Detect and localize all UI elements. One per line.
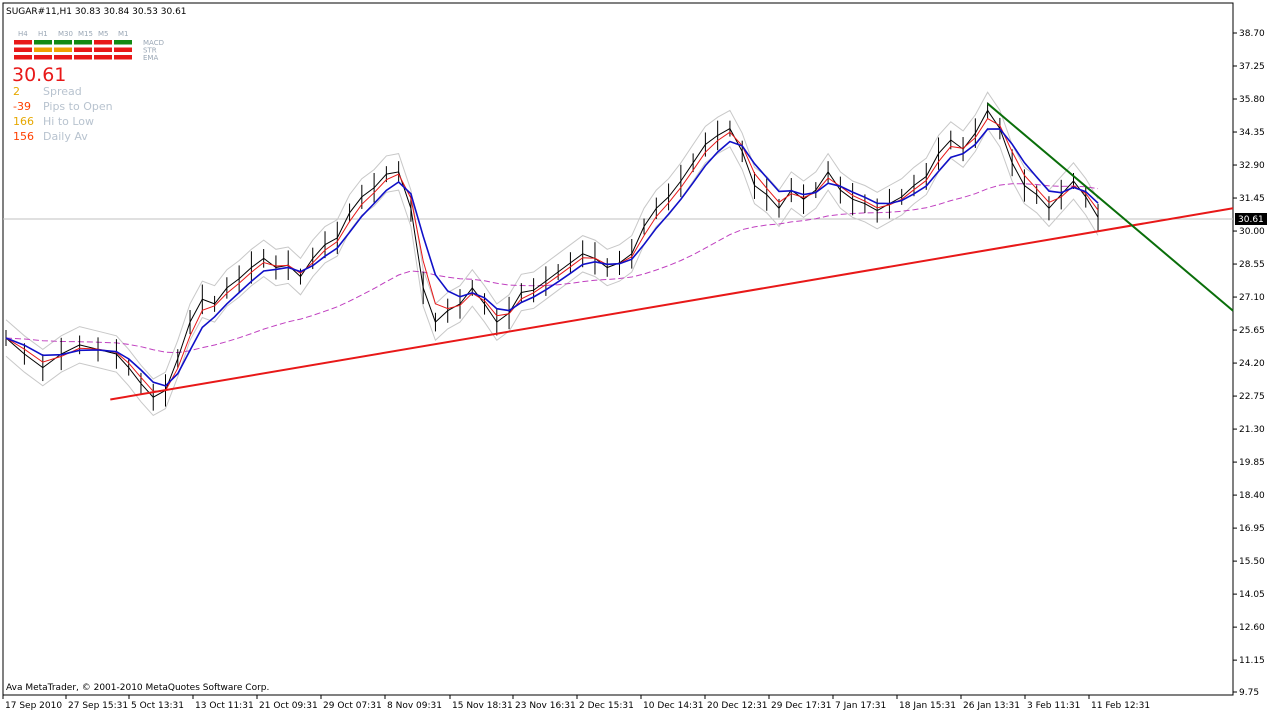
y-tick-label: 34.35: [1239, 128, 1265, 138]
stat-label: Spread: [43, 85, 82, 98]
ema-lines: [5, 117, 1099, 392]
timeframe-label: H1: [38, 30, 48, 38]
y-tick-label: 14.05: [1239, 590, 1265, 600]
y-tick-label: 38.70: [1239, 29, 1265, 39]
y-tick-label: 16.95: [1239, 524, 1265, 534]
stats-panel: 2 Spread -39 Pips to Open 166 Hi to Low 156 Dai…: [13, 85, 113, 143]
x-tick-label: 27 Sep 15:31: [68, 701, 128, 711]
stat-value: -39: [13, 100, 31, 113]
timeframe-label: M30: [58, 30, 73, 38]
x-tick-label: 17 Sep 2010: [5, 701, 62, 711]
price-line: [5, 109, 1099, 398]
signal-cell: [34, 55, 52, 60]
envelope-bands: [5, 91, 1099, 417]
header-symbol-line: SUGAR#11,H1 30.83 30.84 30.53 30.61: [6, 7, 187, 17]
stat-label: Pips to Open: [43, 100, 113, 113]
signal-cell: [74, 47, 92, 52]
y-tick-label: 9.75: [1239, 688, 1259, 698]
y-tick-label: 25.65: [1239, 326, 1265, 336]
x-tick-label: 21 Oct 09:31: [259, 701, 318, 711]
y-tick-label: 19.85: [1239, 458, 1265, 468]
signal-cell: [34, 47, 52, 52]
y-tick-label: 12.60: [1239, 623, 1265, 633]
y-tick-label: 24.20: [1239, 359, 1265, 369]
price-bars: [5, 102, 1099, 411]
x-tick-label: 15 Nov 18:31: [452, 701, 513, 711]
x-tick-label: 29 Oct 07:31: [323, 701, 382, 711]
chart-frame: [2, 2, 1234, 696]
stat-label: Daily Av: [43, 130, 88, 143]
x-tick-label: 8 Nov 09:31: [387, 701, 442, 711]
y-tick-label: 32.90: [1239, 161, 1265, 171]
x-tick-label: 7 Jan 17:31: [835, 701, 886, 711]
y-tick-label: 18.40: [1239, 491, 1265, 501]
signal-cell: [14, 47, 32, 52]
row-label: MACD: [143, 39, 164, 47]
signal-cell: [94, 40, 112, 45]
signal-cell: [54, 47, 72, 52]
trend-lines: [110, 102, 1234, 401]
timeframe-label: H4: [18, 30, 28, 38]
current-price-big: 30.61: [12, 64, 66, 86]
x-axis: 17 Sep 2010 27 Sep 15:31 5 Oct 13:31 13 Oct…: [2, 695, 1150, 711]
row-label: EMA: [143, 54, 158, 62]
signal-cell: [94, 47, 112, 52]
signal-cell: [114, 40, 132, 45]
signal-cell: [94, 55, 112, 60]
timeframe-label: M5: [98, 30, 109, 38]
signal-cell: [114, 47, 132, 52]
y-tick-label: 27.10: [1239, 293, 1265, 303]
y-tick-label: 22.75: [1239, 392, 1265, 402]
signal-cell: [74, 55, 92, 60]
y-tick-label: 37.25: [1239, 62, 1265, 72]
y-tick-label: 21.30: [1239, 425, 1265, 435]
signal-cell: [54, 40, 72, 45]
signal-cell: [34, 40, 52, 45]
x-tick-label: 26 Jan 13:31: [963, 701, 1020, 711]
resistance-trendline: [986, 102, 1234, 312]
signal-cell: [54, 55, 72, 60]
stat-label: Hi to Low: [43, 115, 94, 128]
ema-slow-line: [5, 128, 1099, 387]
signal-cell: [74, 40, 92, 45]
timeframe-label: M15: [78, 30, 93, 38]
x-tick-label: 18 Jan 15:31: [899, 701, 956, 711]
y-tick-label: 31.45: [1239, 194, 1265, 204]
x-tick-label: 13 Oct 11:31: [195, 701, 254, 711]
x-tick-label: 3 Feb 11:31: [1027, 701, 1080, 711]
stat-value: 2: [13, 85, 20, 98]
support-trendline: [110, 207, 1234, 401]
x-tick-label: 11 Feb 12:31: [1091, 701, 1150, 711]
stat-value: 156: [13, 130, 34, 143]
signal-cell: [114, 55, 132, 60]
stat-value: 166: [13, 115, 34, 128]
signal-cell: [14, 40, 32, 45]
long-sma-line: [5, 183, 1099, 354]
signal-cell: [14, 55, 32, 60]
sma-long-line: [5, 183, 1099, 354]
y-tick-label: 11.15: [1239, 656, 1265, 666]
ema-fast-line: [5, 117, 1099, 392]
footer-copyright: Ava MetaTrader, © 2001-2010 MetaQuotes S…: [6, 683, 269, 693]
x-tick-label: 23 Nov 16:31: [515, 701, 576, 711]
x-tick-label: 10 Dec 14:31: [643, 701, 704, 711]
envelope-lower: [5, 127, 1099, 417]
price-label-box: [1235, 213, 1267, 225]
timeframe-label: M1: [118, 30, 129, 38]
y-tick-label: 30.00: [1239, 227, 1265, 237]
y-tick-label: 35.80: [1239, 95, 1265, 105]
y-tick-label: 15.50: [1239, 557, 1265, 567]
price-label: 30.61: [1238, 215, 1264, 225]
y-tick-label: 28.55: [1239, 260, 1265, 270]
envelope-upper: [5, 91, 1099, 380]
x-tick-label: 20 Dec 12:31: [707, 701, 768, 711]
x-tick-label: 5 Oct 13:31: [131, 701, 184, 711]
y-axis: 38.70 37.25 35.80 34.35 32.90 31.45 30.00 28.55…: [1233, 29, 1265, 698]
row-label: STR: [143, 47, 157, 55]
x-tick-label: 29 Dec 17:31: [771, 701, 832, 711]
x-tick-label: 2 Dec 15:31: [579, 701, 634, 711]
